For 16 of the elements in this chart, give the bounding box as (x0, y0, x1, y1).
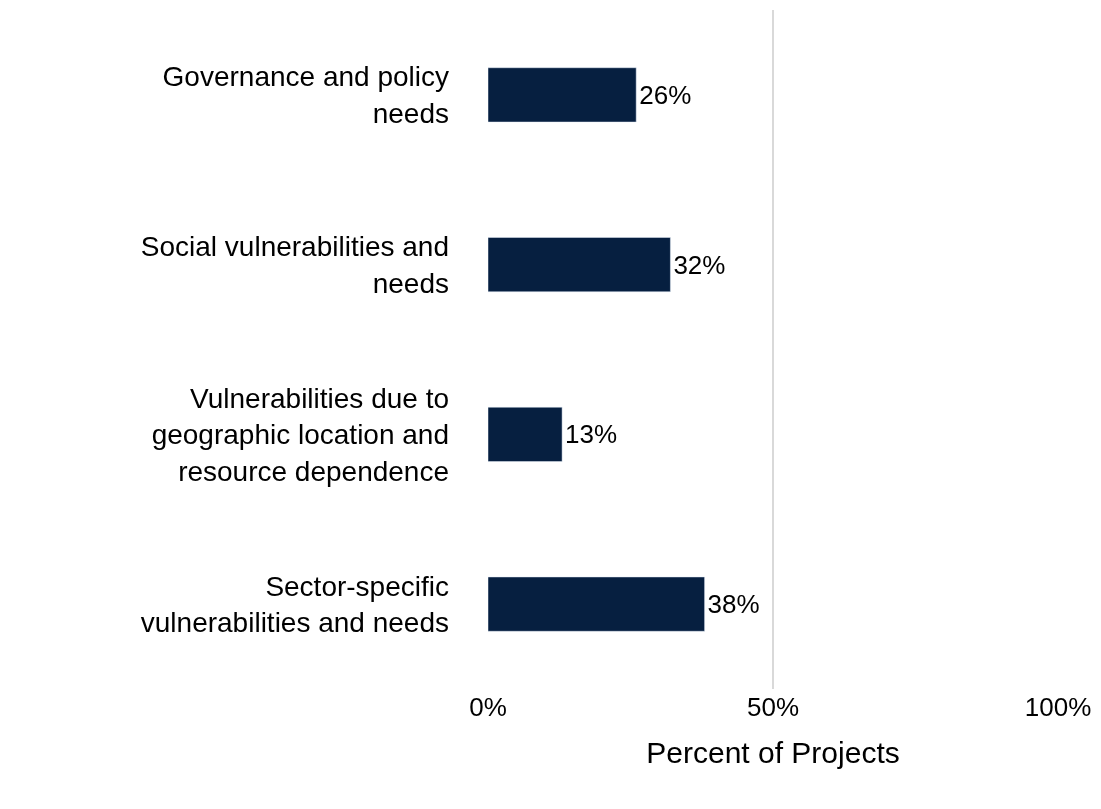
data-label: 13% (565, 419, 618, 450)
x-tick-label: 0% (469, 692, 507, 722)
y-tick-label: Sector-specific vulnerabilities and needs (140, 570, 449, 639)
data-label: 26% (639, 79, 692, 110)
x-tick-label: 100% (1024, 692, 1092, 722)
bar (488, 576, 705, 632)
x-tick-label: 50% (746, 692, 800, 722)
bar (488, 237, 671, 293)
data-label: 32% (673, 249, 726, 280)
bar (488, 67, 637, 123)
bar (488, 406, 563, 462)
y-tick-label: Vulnerabilities due to geographic location and resource dependence (151, 382, 449, 487)
data-label: 38% (707, 589, 760, 620)
y-tick-label: Social vulnerabilities and needs (140, 231, 449, 299)
x-axis-title: Percent of Projects (646, 735, 900, 769)
y-tick-label: Governance and policy needs (162, 61, 449, 129)
